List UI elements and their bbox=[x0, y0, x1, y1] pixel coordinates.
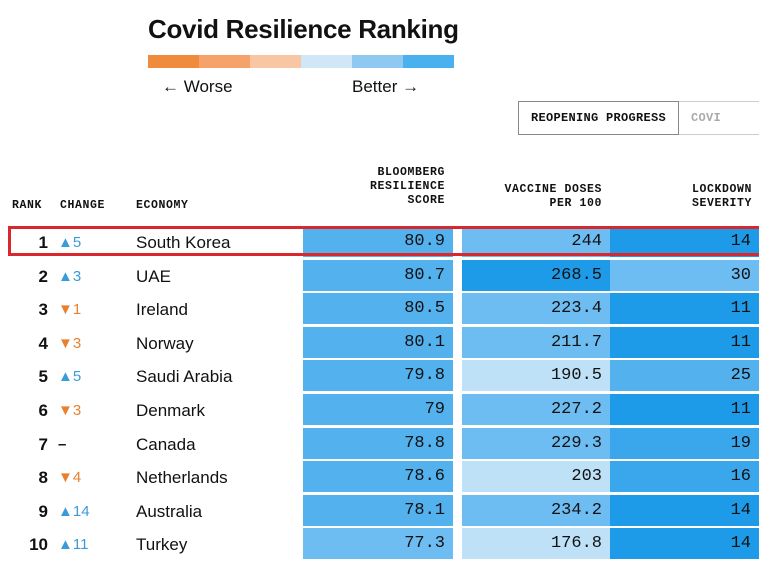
table-row[interactable]: 6 ▼3 Denmark 79 227.2 11 bbox=[0, 394, 759, 427]
vaccine-doses-cell: 229.3 bbox=[462, 427, 610, 459]
vaccine-doses-cell: 176.8 bbox=[462, 528, 610, 560]
header-change[interactable]: CHANGE bbox=[60, 199, 106, 212]
change-cell: – bbox=[58, 435, 67, 453]
legend-swatch bbox=[301, 55, 352, 68]
table-row[interactable]: 5 ▲5 Saudi Arabia 79.8 190.5 25 bbox=[0, 360, 759, 393]
lockdown-severity-cell: 16 bbox=[610, 461, 759, 493]
change-cell: ▲5 bbox=[58, 368, 82, 386]
lockdown-severity-cell: 25 bbox=[610, 360, 759, 392]
table-row[interactable]: 4 ▼3 Norway 80.1 211.7 11 bbox=[0, 326, 759, 360]
vaccine-doses-cell: 234.2 bbox=[462, 494, 610, 526]
color-scale-legend bbox=[148, 55, 454, 68]
header-vaccine-line2: PER 100 bbox=[549, 197, 602, 210]
change-cell: ▲14 bbox=[58, 502, 90, 520]
tab-covid[interactable]: COVI bbox=[679, 101, 759, 135]
legend-swatch bbox=[199, 55, 250, 68]
change-cell: ▲3 bbox=[58, 267, 82, 285]
rank-cell: 5 bbox=[38, 367, 48, 387]
page-title: Covid Resilience Ranking bbox=[148, 14, 459, 44]
resilience-score-cell: 80.5 bbox=[303, 293, 453, 325]
lockdown-severity-cell: 11 bbox=[610, 394, 759, 425]
header-resilience-score[interactable]: BLOOMBERG RESILIENCE SCORE bbox=[330, 166, 445, 208]
table-row[interactable]: 8 ▼4 Netherlands 78.6 203 16 bbox=[0, 461, 759, 494]
lockdown-severity-cell: 30 bbox=[610, 259, 759, 291]
header-score-line1: BLOOMBERG bbox=[377, 166, 445, 179]
header-score-line3: SCORE bbox=[407, 194, 445, 207]
economy-cell: Norway bbox=[136, 333, 194, 353]
lockdown-severity-cell: 14 bbox=[610, 226, 759, 257]
change-cell: ▲11 bbox=[58, 536, 89, 554]
resilience-score-cell: 77.3 bbox=[303, 528, 453, 560]
change-cell: ▲5 bbox=[58, 234, 82, 251]
view-tabs: REOPENING PROGRESS COVI bbox=[518, 101, 759, 135]
economy-cell: Turkey bbox=[136, 535, 188, 555]
economy-cell: UAE bbox=[136, 266, 171, 286]
tab-reopening-progress[interactable]: REOPENING PROGRESS bbox=[518, 101, 680, 135]
header-score-line2: RESILIENCE bbox=[369, 180, 445, 193]
lockdown-severity-cell: 19 bbox=[610, 427, 759, 459]
rank-cell: 1 bbox=[38, 233, 48, 252]
rank-cell: 6 bbox=[38, 401, 48, 420]
change-cell: ▼1 bbox=[58, 301, 82, 319]
vaccine-doses-cell: 203 bbox=[462, 461, 610, 493]
lockdown-severity-cell: 14 bbox=[610, 494, 759, 526]
resilience-score-cell: 80.9 bbox=[303, 226, 453, 257]
highlight-box bbox=[8, 226, 759, 256]
legend-swatch bbox=[250, 55, 301, 68]
economy-cell: Ireland bbox=[136, 300, 188, 320]
table-row[interactable]: 9 ▲14 Australia 78.1 234.2 14 bbox=[0, 494, 759, 528]
table-row[interactable]: 10 ▲11 Turkey 77.3 176.8 14 bbox=[0, 528, 759, 561]
vaccine-doses-cell: 227.2 bbox=[462, 394, 610, 425]
resilience-score-cell: 79 bbox=[303, 394, 453, 425]
header-lockdown-severity[interactable]: LOCKDOWN SEVERITY bbox=[640, 183, 752, 211]
economy-cell: Netherlands bbox=[136, 468, 228, 488]
vaccine-doses-cell: 223.4 bbox=[462, 293, 610, 325]
rank-cell: 4 bbox=[38, 333, 48, 353]
resilience-score-cell: 78.6 bbox=[303, 461, 453, 493]
legend-better-label: Better → bbox=[352, 77, 420, 96]
economy-cell: South Korea bbox=[136, 233, 231, 252]
resilience-score-cell: 80.1 bbox=[303, 326, 453, 358]
table-row[interactable]: 3 ▼1 Ireland 80.5 223.4 11 bbox=[0, 293, 759, 326]
resilience-score-cell: 78.1 bbox=[303, 494, 453, 526]
change-cell: ▼4 bbox=[58, 469, 82, 487]
lockdown-severity-cell: 11 bbox=[610, 326, 759, 358]
rank-cell: 2 bbox=[38, 266, 48, 286]
vaccine-doses-cell: 268.5 bbox=[462, 259, 610, 291]
header-rank[interactable]: RANK bbox=[12, 199, 43, 212]
change-cell: ▼3 bbox=[58, 334, 82, 352]
economy-cell: Denmark bbox=[136, 401, 205, 420]
header-lockdown-line1: LOCKDOWN bbox=[691, 183, 752, 196]
table-row[interactable]: 7– Canada 78.8 229.3 19 bbox=[0, 427, 759, 461]
resilience-score-cell: 79.8 bbox=[303, 360, 453, 392]
rank-cell: 9 bbox=[38, 501, 48, 521]
header-vaccine-line1: VACCINE DOSES bbox=[504, 183, 602, 196]
vaccine-doses-cell: 190.5 bbox=[462, 360, 610, 392]
rank-cell: 10 bbox=[29, 535, 48, 555]
resilience-score-cell: 80.7 bbox=[303, 259, 453, 291]
rank-cell: 3 bbox=[38, 300, 48, 320]
legend-swatch bbox=[352, 55, 403, 68]
legend-worse-label: ← Worse bbox=[162, 77, 233, 96]
rank-cell: 7 bbox=[38, 434, 48, 454]
resilience-score-cell: 78.8 bbox=[303, 427, 453, 459]
vaccine-doses-cell: 211.7 bbox=[462, 326, 610, 358]
economy-cell: Saudi Arabia bbox=[136, 367, 233, 387]
header-vaccine-doses[interactable]: VACCINE DOSES PER 100 bbox=[470, 183, 602, 211]
table-row[interactable]: 2 ▲3 UAE 80.7 268.5 30 bbox=[0, 259, 759, 293]
vaccine-doses-cell: 244 bbox=[462, 226, 610, 257]
lockdown-severity-cell: 14 bbox=[610, 528, 759, 560]
rank-cell: 8 bbox=[38, 468, 48, 488]
economy-cell: Canada bbox=[136, 434, 196, 454]
header-lockdown-line2: SEVERITY bbox=[691, 197, 752, 210]
legend-swatch bbox=[148, 55, 199, 68]
economy-cell: Australia bbox=[136, 501, 203, 521]
lockdown-severity-cell: 11 bbox=[610, 293, 759, 325]
header-economy[interactable]: ECONOMY bbox=[136, 199, 189, 212]
table-row[interactable]: 1 ▲5 South Korea 80.9 244 14 bbox=[0, 226, 759, 259]
change-cell: ▼3 bbox=[58, 402, 82, 419]
legend-swatch bbox=[403, 55, 454, 68]
